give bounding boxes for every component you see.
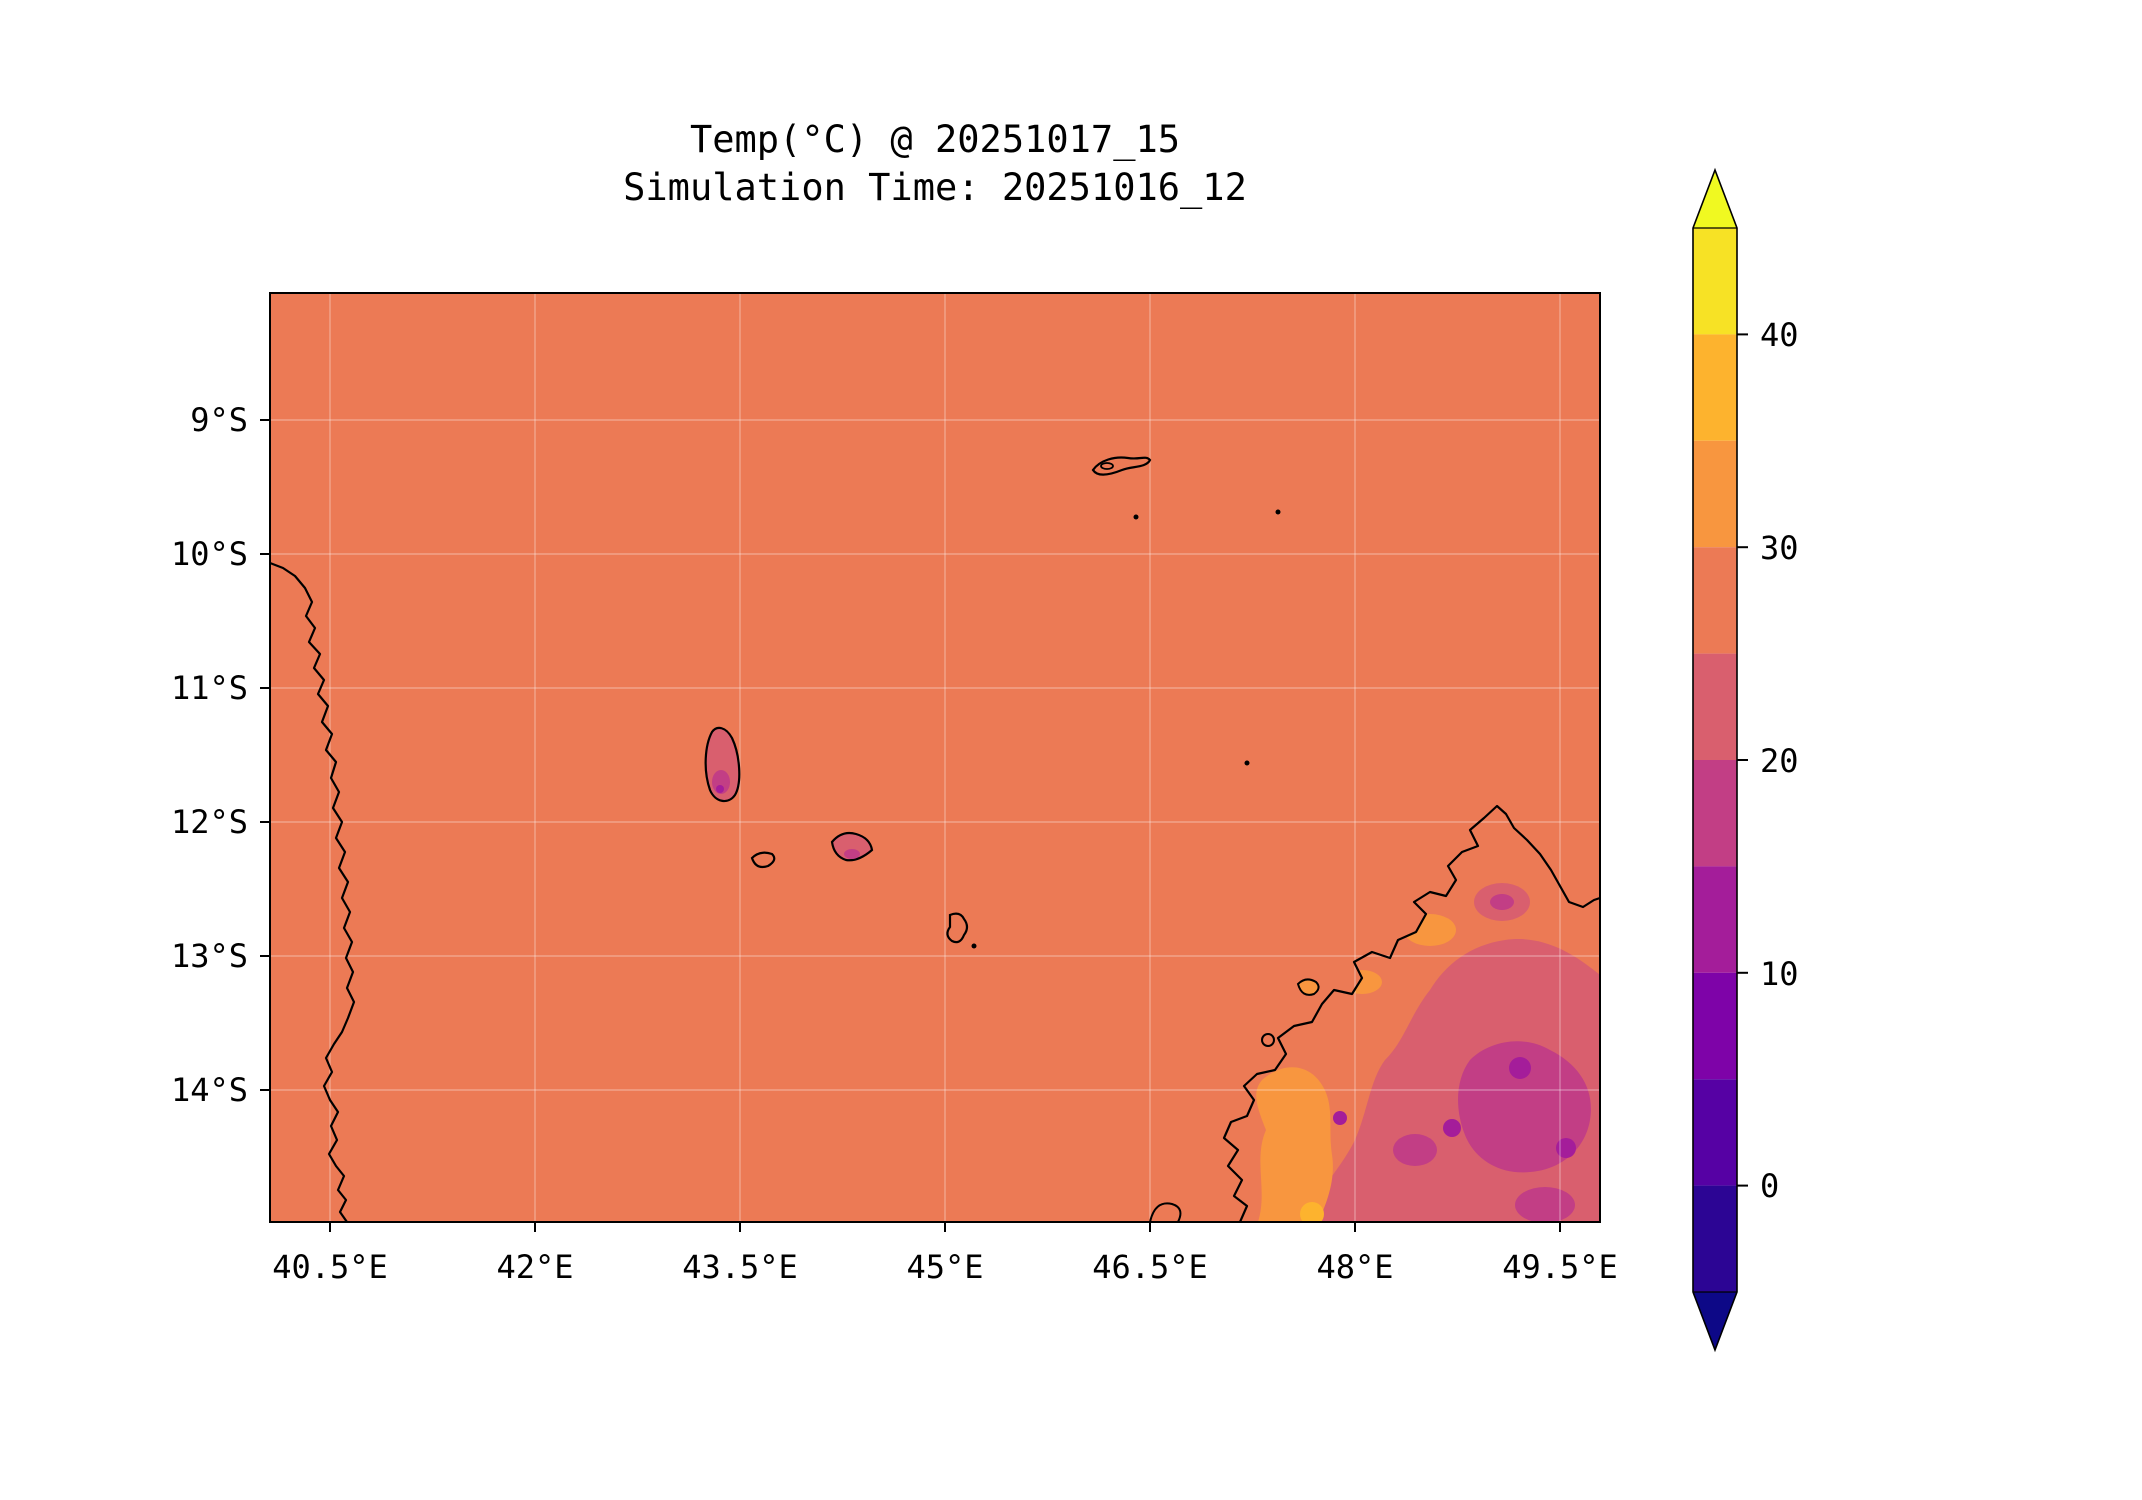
patch-15-20-b: [1393, 1134, 1437, 1166]
x-tick-label-0: 40.5°E: [272, 1248, 388, 1286]
plot-subtitle: Simulation Time: 20251016_12: [623, 166, 1247, 210]
island-mayotte: [946, 912, 969, 944]
y-tick-label-5: 14°S: [171, 1071, 248, 1109]
y-tick-label-1: 10°S: [171, 535, 248, 573]
x-tick-label-2: 43.5°E: [682, 1248, 798, 1286]
colorbar-band-20-25: [1693, 653, 1737, 760]
islet-glorioso: [1244, 760, 1250, 766]
coastline-islet-south: [1149, 1202, 1182, 1222]
x-tick-label-4: 46.5°E: [1092, 1248, 1208, 1286]
colorbar-band-40-45: [1693, 228, 1737, 335]
colorbar-band-neg5-0: [1693, 1185, 1737, 1292]
islet-mayotte-satellite: [971, 943, 977, 949]
x-tick-label-6: 49.5°E: [1502, 1248, 1618, 1286]
colorbar-under-triangle: [1693, 1292, 1737, 1350]
x-tick-label-1: 42°E: [496, 1248, 573, 1286]
coastline-madagascar: [1222, 804, 1600, 1222]
x-tick-label-3: 45°E: [906, 1248, 983, 1286]
islet-assumption: [1133, 514, 1139, 520]
colorbar: 40 30 20 10 0: [1692, 167, 1799, 1353]
island-anjouan: [830, 831, 874, 862]
patch-30-35-coast: [1256, 1067, 1333, 1222]
y-tick-label-3: 12°S: [171, 803, 248, 841]
grande-comore-cold-spot: [716, 785, 724, 793]
islet-cosmoledo: [1275, 509, 1281, 515]
patch-35-40: [1300, 1202, 1324, 1222]
graticule: [270, 293, 1600, 1222]
island-nosy-be: [1296, 978, 1320, 996]
colorbar-band-30-35: [1693, 440, 1737, 548]
colorbar-band-35-40: [1693, 334, 1737, 441]
colorbar-tick-label-20: 20: [1760, 742, 1799, 780]
colorbar-tick-label-0: 0: [1760, 1167, 1779, 1205]
colorbar-band-5-10: [1693, 972, 1737, 1080]
islet-nw-coast: [1261, 1033, 1275, 1047]
axes-frame: [269, 292, 1601, 1223]
colorbar-band-15-20: [1693, 760, 1737, 867]
map-area: [270, 293, 1600, 1222]
colorbar-tick-label-10: 10: [1760, 955, 1799, 993]
plot-title: Temp(°C) @ 20251017_15: [690, 118, 1180, 162]
axis-tick-marks: [260, 419, 1561, 1232]
patch-10-15-c: [1556, 1138, 1576, 1158]
y-tick-label-0: 9°S: [190, 401, 248, 439]
patch-15-20-cape: [1490, 894, 1514, 910]
island-aldabra-lagoon: [1100, 462, 1114, 470]
coastline-africa: [270, 561, 356, 1222]
patch-10-15-d: [1333, 1111, 1347, 1125]
x-tick-label-5: 48°E: [1316, 1248, 1393, 1286]
anjouan-cool-core: [844, 849, 860, 859]
colorbar-tick-label-40: 40: [1760, 316, 1799, 354]
colorbar-tick-marks: [1737, 333, 1748, 1187]
patch-15-20: [1458, 1041, 1591, 1173]
colorbar-tick-label-30: 30: [1760, 529, 1799, 567]
colorbar-band-25-30: [1693, 547, 1737, 654]
island-moheli: [750, 851, 776, 869]
colorbar-band-10-15: [1693, 866, 1737, 973]
patch-10-15-b: [1443, 1119, 1461, 1137]
island-aldabra: [1091, 456, 1152, 476]
madagascar-temperature-patches: [1256, 883, 1600, 1222]
patch-10-15-a: [1509, 1057, 1531, 1079]
y-tick-label-2: 11°S: [171, 669, 248, 707]
colorbar-over-triangle: [1693, 170, 1737, 228]
y-tick-label-4: 13°S: [171, 937, 248, 975]
patch-15-20-c: [1515, 1187, 1575, 1222]
colorbar-band-0-5: [1693, 1079, 1737, 1186]
